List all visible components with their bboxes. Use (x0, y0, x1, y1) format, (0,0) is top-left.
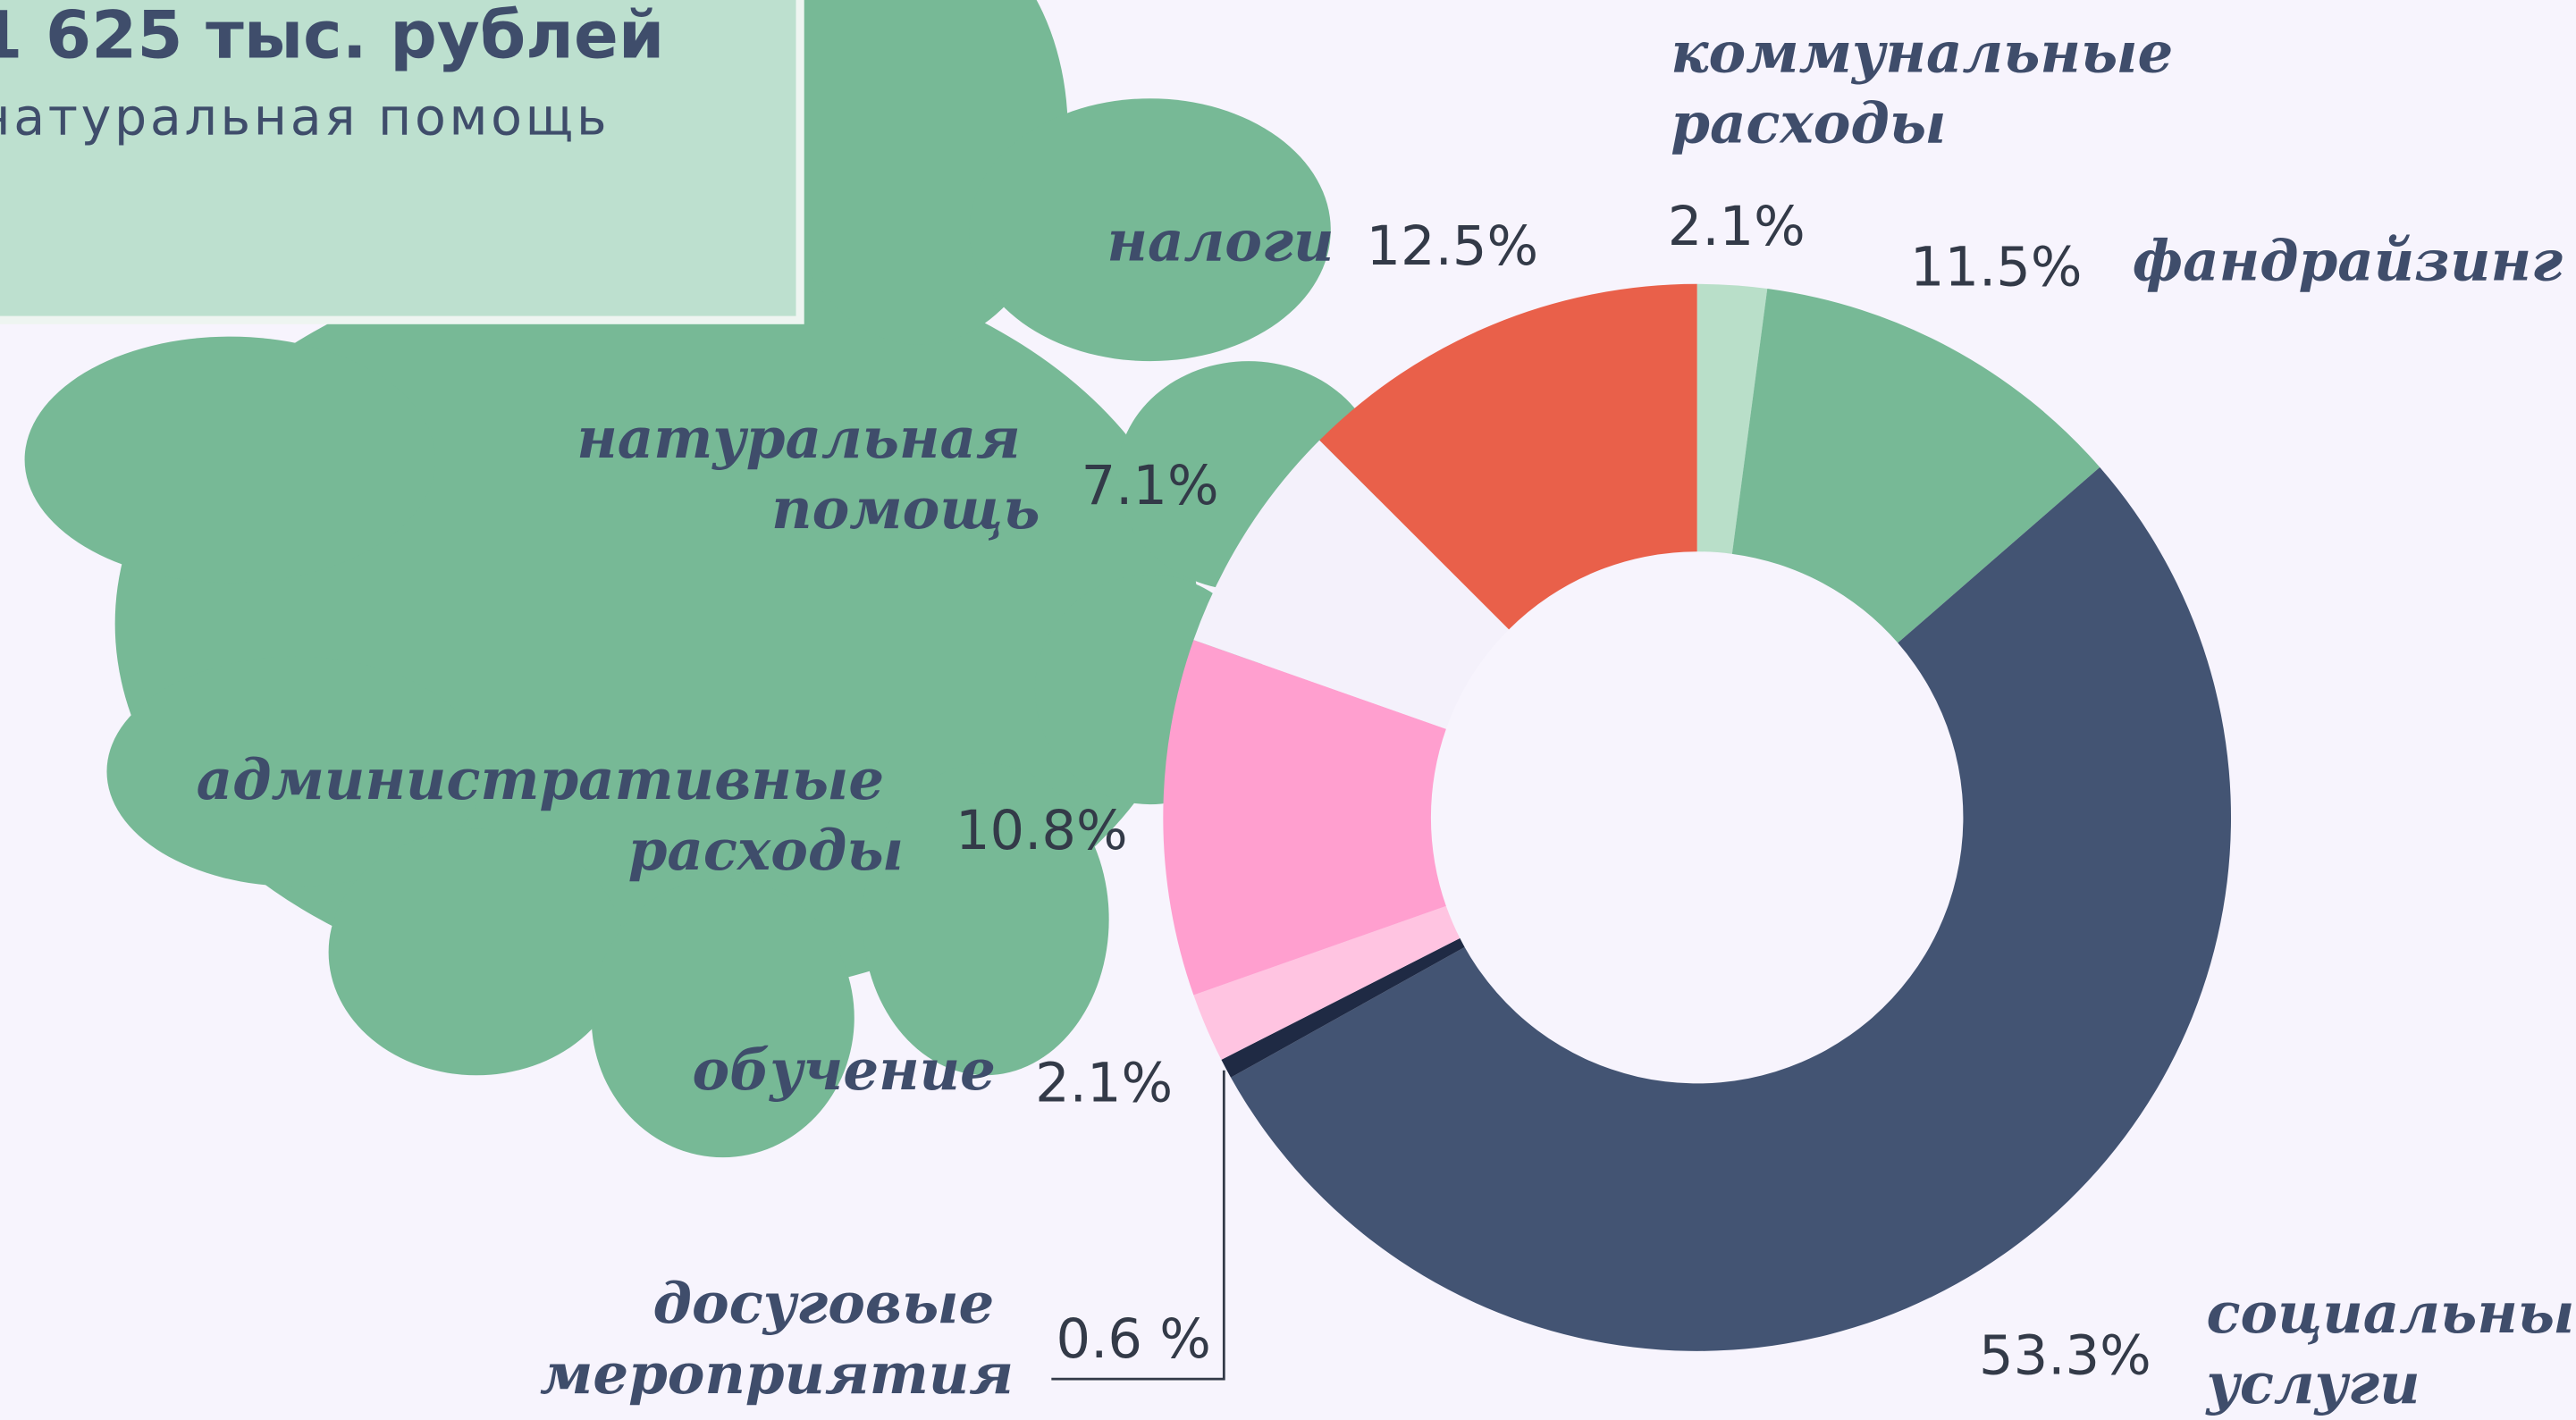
leader-line (1051, 1070, 1225, 1381)
value-label: 0.6 % (1056, 1308, 1211, 1371)
category-label: социальные услуги (2204, 1280, 2576, 1416)
value-label: 12.5% (1366, 215, 1538, 278)
donut-slice (1163, 640, 1446, 996)
donut-slice (1731, 288, 2100, 643)
value-label: 11.5% (1910, 237, 2083, 299)
donut-slice (1221, 937, 1465, 1078)
category-label: фандрайзинг (2133, 228, 2563, 294)
category-label: досуговые мероприятия (540, 1270, 1014, 1407)
donut-slice (1696, 283, 1768, 554)
category-label: налоги (1107, 208, 1334, 274)
card-title: 1 625 тыс. рублей (0, 0, 664, 73)
value-label: 53.3% (1979, 1325, 2151, 1388)
category-label: административные расходы (197, 746, 904, 883)
category-label: обучение (692, 1037, 995, 1103)
category-label: натуральная помощь (577, 405, 1040, 542)
flower-decoration (24, 0, 1380, 1158)
donut-chart: коммунальные расходы 2.1% фандрайзинг 11.5%… (197, 19, 2576, 1416)
donut-slice (1319, 283, 1697, 630)
value-label: 10.8% (955, 800, 1128, 862)
value-label: 2.1% (1668, 196, 1806, 258)
value-label: 2.1% (1035, 1053, 1173, 1115)
summary-card (0, 0, 804, 324)
value-label: 7.1% (1082, 455, 1219, 517)
donut-slice (1193, 905, 1461, 1060)
category-label: коммунальные расходы (1671, 19, 2193, 155)
donut-slice (1231, 466, 2232, 1351)
card-subtitle: натуральная помощь (0, 88, 610, 147)
donut-slice (1193, 440, 1510, 729)
